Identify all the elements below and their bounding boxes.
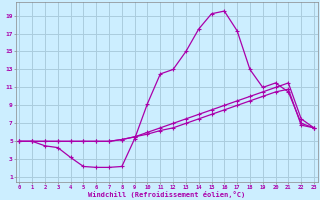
X-axis label: Windchill (Refroidissement éolien,°C): Windchill (Refroidissement éolien,°C) xyxy=(88,191,245,198)
